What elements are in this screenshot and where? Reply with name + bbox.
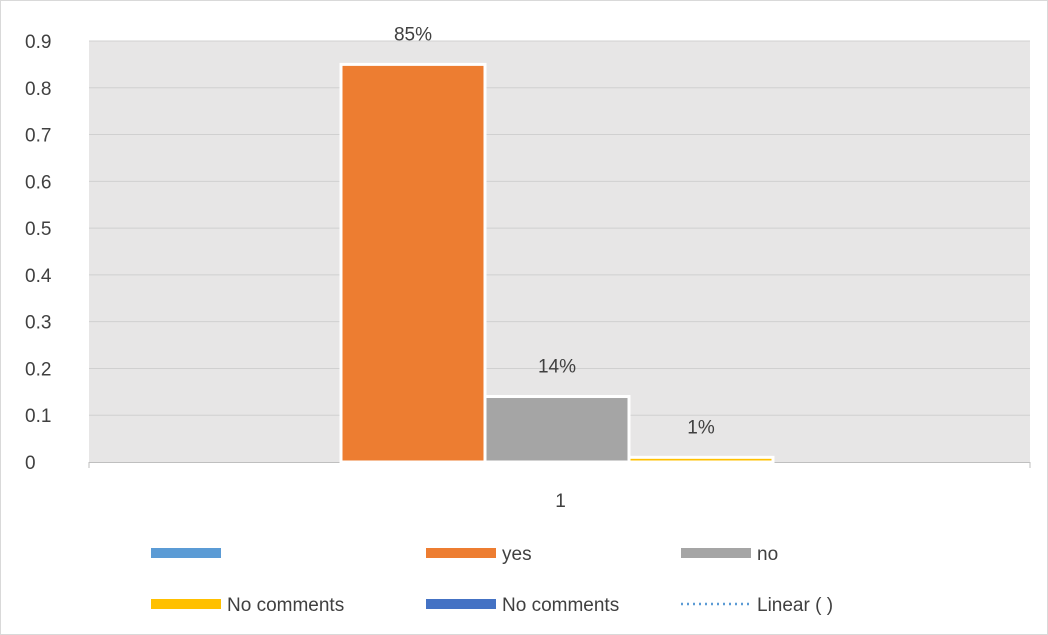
bar-no-comments	[627, 455, 775, 464]
plot-area	[89, 41, 1030, 462]
legend-label: yes	[502, 544, 532, 565]
y-tick-label: 0.2	[25, 359, 51, 380]
legend-swatch	[681, 548, 751, 558]
data-label: 1%	[687, 417, 715, 438]
y-tick-label: 0.9	[25, 32, 51, 53]
x-tick-label: 1	[555, 491, 566, 512]
y-tick-label: 0	[25, 453, 36, 474]
bar-yes	[339, 62, 487, 464]
legend-label: No comments	[502, 595, 619, 616]
data-label: 14%	[538, 357, 576, 378]
y-tick-label: 0.7	[25, 126, 51, 147]
legend-label: Linear ( )	[757, 595, 833, 616]
legend-label: no	[757, 544, 778, 565]
data-label: 85%	[394, 24, 432, 45]
y-tick-label: 0.8	[25, 79, 51, 100]
y-tick-label: 0.6	[25, 172, 51, 193]
legend-swatch	[151, 548, 221, 558]
legend-swatch	[426, 548, 496, 558]
legend-swatch	[426, 599, 496, 609]
y-tick-label: 0.3	[25, 313, 51, 334]
legend-label: No comments	[227, 595, 344, 616]
y-tick-label: 0.1	[25, 406, 51, 427]
bar-no	[483, 395, 631, 464]
y-tick-label: 0.5	[25, 219, 51, 240]
legend-swatch	[151, 599, 221, 609]
y-tick-label: 0.4	[25, 266, 52, 287]
